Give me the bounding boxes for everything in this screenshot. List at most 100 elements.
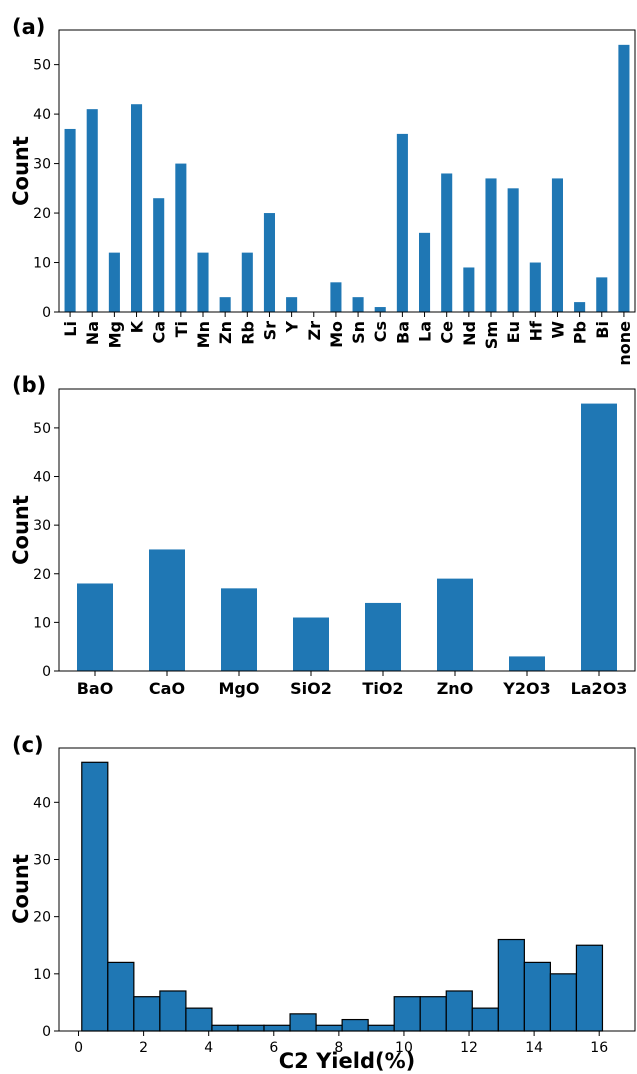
- panel-a-bar-Hf: [529, 262, 541, 312]
- panel-a-category-label: Mo: [327, 321, 346, 348]
- panel-a-category-label: Li: [61, 321, 80, 337]
- panel-b-bar-TiO2: [365, 602, 401, 671]
- panel-a-ylabel: Count: [9, 136, 33, 206]
- panel-c-histogram-bin: [445, 990, 473, 1032]
- panel-a-category-label: Eu: [504, 321, 523, 343]
- panel-c-histogram-bin: [81, 761, 109, 1032]
- panel-a-category-label: Nd: [460, 321, 479, 346]
- panel-a-category-label: Mg: [105, 321, 124, 348]
- panel-a-bar-La: [419, 232, 431, 312]
- panel-c-histogram-bin: [367, 1024, 395, 1032]
- panel-c-histogram-bin: [471, 1007, 499, 1032]
- panel-a-ytick-label: 50: [33, 58, 51, 74]
- panel-b-category-label: MgO: [219, 679, 260, 698]
- panel-a-ytick-label: 30: [33, 157, 51, 173]
- panel-c-histogram-bin: [107, 961, 135, 1032]
- panel-b-plot-frame: [58, 388, 636, 672]
- panel-a-category-label: Sm: [482, 321, 501, 349]
- panel-a-bar-W: [551, 178, 563, 312]
- panel-a-bar-K: [131, 104, 143, 312]
- panel-a-category-label: Mn: [194, 321, 213, 348]
- panel-a-bar-Zn: [219, 297, 231, 312]
- panel-c-histogram-bin: [341, 1018, 369, 1032]
- panel-c-histogram-bin: [315, 1024, 343, 1032]
- panel-a-category-label: Zn: [216, 321, 235, 344]
- panel-a-category-label: Bi: [593, 321, 612, 339]
- panel-b-bar-BaO: [77, 583, 113, 671]
- panel-a-ytick-label: 40: [33, 107, 51, 123]
- panel-a-bar-Ca: [153, 198, 165, 312]
- panel-c-histogram-bin: [549, 973, 578, 1032]
- panel-a-category-label: W: [548, 321, 567, 339]
- panel-a-ytick-label: 10: [33, 256, 51, 272]
- panel-a-category-label: Na: [83, 321, 102, 345]
- panel-a-bar-Sm: [485, 178, 497, 312]
- panel-a-bar-Ba: [396, 133, 408, 312]
- panel-c-xtick-label: 10: [395, 1040, 413, 1056]
- panel-a-category-label: Sn: [349, 321, 368, 344]
- panel-c: (c) 0 10 20 30 40 0 2 4 6 8 10 12 14 16 Count C2 Yie…: [9, 733, 636, 1073]
- panel-a-ytick-label: 0: [42, 305, 51, 321]
- panel-a-bar-Mg: [108, 252, 120, 312]
- panel-b-ytick-label: 40: [33, 470, 51, 486]
- panel-c-histogram-bin: [393, 996, 421, 1032]
- panel-c-xtick-label: 14: [525, 1040, 543, 1056]
- panel-c-histogram-bin: [159, 990, 187, 1032]
- panel-b-category-label: Y2O3: [502, 679, 550, 698]
- panel-a-bar-Cs: [374, 307, 386, 312]
- panel-a-bar-Y: [286, 297, 298, 312]
- panel-a-bar-Sr: [263, 213, 275, 312]
- panel-b-category-label: CaO: [149, 679, 185, 698]
- panel-a: (a) 0 10 20 30 40 50 Li Na Mg K Ca Ti Mn Zn Rb Sr Y Zr Mo…: [9, 15, 636, 366]
- panel-b-bar-La2O3: [581, 403, 617, 671]
- panel-c-histogram-bin: [237, 1024, 265, 1032]
- panel-a-bar-Ce: [441, 173, 453, 312]
- panel-a-bar-none: [618, 44, 630, 313]
- panel-a-category-label: Hf: [526, 320, 545, 341]
- panel-b-ytick-label: 20: [33, 567, 51, 583]
- panel-a-category-label: La: [416, 321, 435, 342]
- panel-a-category-label: K: [128, 320, 147, 333]
- panel-a-label: (a): [12, 15, 45, 39]
- panel-b-ylabel: Count: [9, 495, 33, 565]
- panel-a-bar-Sn: [352, 297, 364, 312]
- panel-b-category-label: BaO: [77, 679, 114, 698]
- panel-a-category-label: Rb: [238, 321, 257, 345]
- panel-b-category-label: SiO2: [290, 679, 332, 698]
- panel-c-xtick-label: 8: [334, 1040, 343, 1056]
- panel-b-category-label: La2O3: [571, 679, 628, 698]
- panel-b-bar-ZnO: [437, 578, 473, 671]
- panel-b-bar-MgO: [221, 588, 257, 671]
- panel-a-bar-Bi: [596, 277, 608, 312]
- panel-c-label: (c): [12, 733, 44, 757]
- panel-a-category-label: Ti: [172, 321, 191, 337]
- panel-c-plot-frame: [58, 747, 636, 1032]
- panel-c-ytick-label: 0: [42, 1024, 51, 1040]
- panel-a-ytick-label: 20: [33, 206, 51, 222]
- panel-a-bar-Eu: [507, 188, 519, 312]
- panel-a-category-label: none: [615, 321, 634, 366]
- panel-b-label: (b): [12, 373, 46, 397]
- panel-c-ylabel: Count: [9, 854, 33, 924]
- panel-c-ytick-label: 40: [33, 795, 51, 811]
- panel-b-ytick-label: 10: [33, 615, 51, 631]
- panel-a-bar-Li: [64, 128, 76, 312]
- panel-b: (b) 0 10 20 30 40 50 BaO CaO MgO SiO2 TiO2 ZnO Y2O3…: [9, 373, 636, 698]
- panel-a-category-label: Sr: [260, 321, 279, 341]
- panel-a-category-label: Zr: [305, 321, 324, 341]
- panel-a-category-label: Cs: [371, 321, 390, 342]
- panel-b-ytick-label: 50: [33, 421, 51, 437]
- panel-c-ytick-label: 30: [33, 852, 51, 868]
- panel-c-histogram-bin: [133, 996, 161, 1032]
- panel-c-histogram-bin: [497, 938, 525, 1032]
- panel-a-category-label: Ca: [150, 321, 169, 344]
- panel-b-bar-SiO2: [293, 617, 329, 671]
- panel-a-bar-Na: [86, 109, 98, 312]
- panel-a-bar-Ti: [175, 163, 187, 312]
- panel-c-xtick-label: 6: [269, 1040, 278, 1056]
- panel-a-category-label: Ba: [393, 321, 412, 344]
- panel-b-ytick-label: 30: [33, 518, 51, 534]
- panel-a-bar-Nd: [463, 267, 475, 312]
- panel-a-bar-Pb: [574, 302, 586, 312]
- panel-b-category-label: TiO2: [362, 679, 403, 698]
